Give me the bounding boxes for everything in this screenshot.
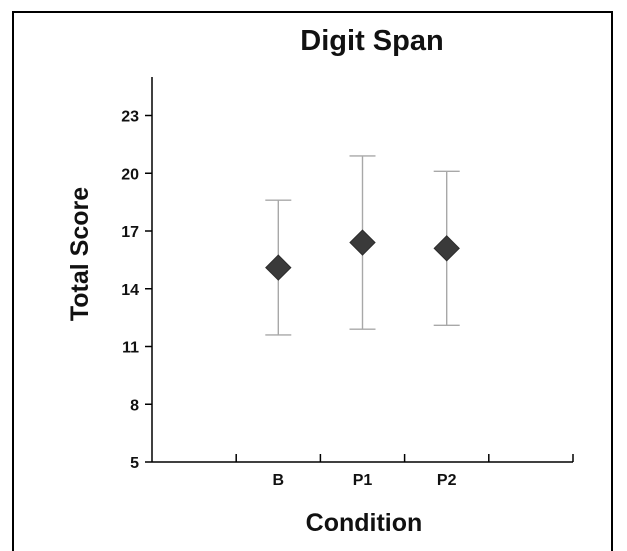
y-tick-label: 8 bbox=[130, 397, 139, 414]
y-axis-title: Total Score bbox=[66, 187, 94, 321]
y-tick-label: 20 bbox=[121, 166, 139, 183]
chart-title: Digit Span bbox=[300, 25, 443, 57]
x-axis-title: Condition bbox=[306, 509, 423, 537]
x-tick-label: P2 bbox=[437, 472, 457, 489]
y-tick-label: 11 bbox=[122, 340, 139, 357]
data-marks bbox=[265, 155, 460, 336]
y-tick-label: 5 bbox=[130, 455, 139, 472]
y-tick-label: 17 bbox=[121, 224, 139, 241]
data-point-diamond bbox=[433, 235, 460, 262]
y-tick-label: 23 bbox=[121, 109, 139, 126]
data-point-diamond bbox=[349, 229, 376, 256]
chart-frame bbox=[12, 11, 613, 551]
y-ticks: 5 8 11 14 17 20 23 bbox=[121, 109, 152, 472]
y-tick-label: 14 bbox=[121, 282, 139, 299]
data-point-diamond bbox=[265, 254, 292, 281]
x-tick-label: P1 bbox=[353, 472, 373, 489]
x-tick-label: B bbox=[273, 472, 285, 489]
x-ticks: B P1 P2 bbox=[235, 454, 574, 489]
